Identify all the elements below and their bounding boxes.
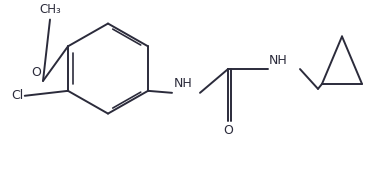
- Text: NH: NH: [174, 77, 193, 90]
- Text: O: O: [223, 124, 233, 137]
- Text: CH₃: CH₃: [39, 3, 61, 16]
- Text: Cl: Cl: [11, 89, 23, 102]
- Text: O: O: [31, 66, 41, 79]
- Text: NH: NH: [269, 54, 288, 67]
